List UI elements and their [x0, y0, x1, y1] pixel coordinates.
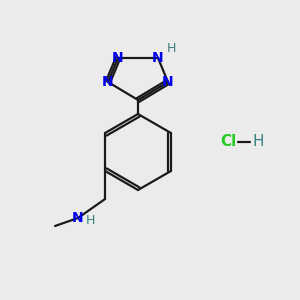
- Text: N: N: [112, 51, 124, 65]
- Text: Cl: Cl: [220, 134, 236, 149]
- Text: H: H: [85, 214, 95, 227]
- Text: N: N: [162, 75, 174, 89]
- Text: H: H: [252, 134, 264, 149]
- Text: N: N: [102, 75, 114, 89]
- Text: N: N: [72, 211, 84, 225]
- Text: H: H: [166, 41, 176, 55]
- Text: N: N: [152, 51, 164, 65]
